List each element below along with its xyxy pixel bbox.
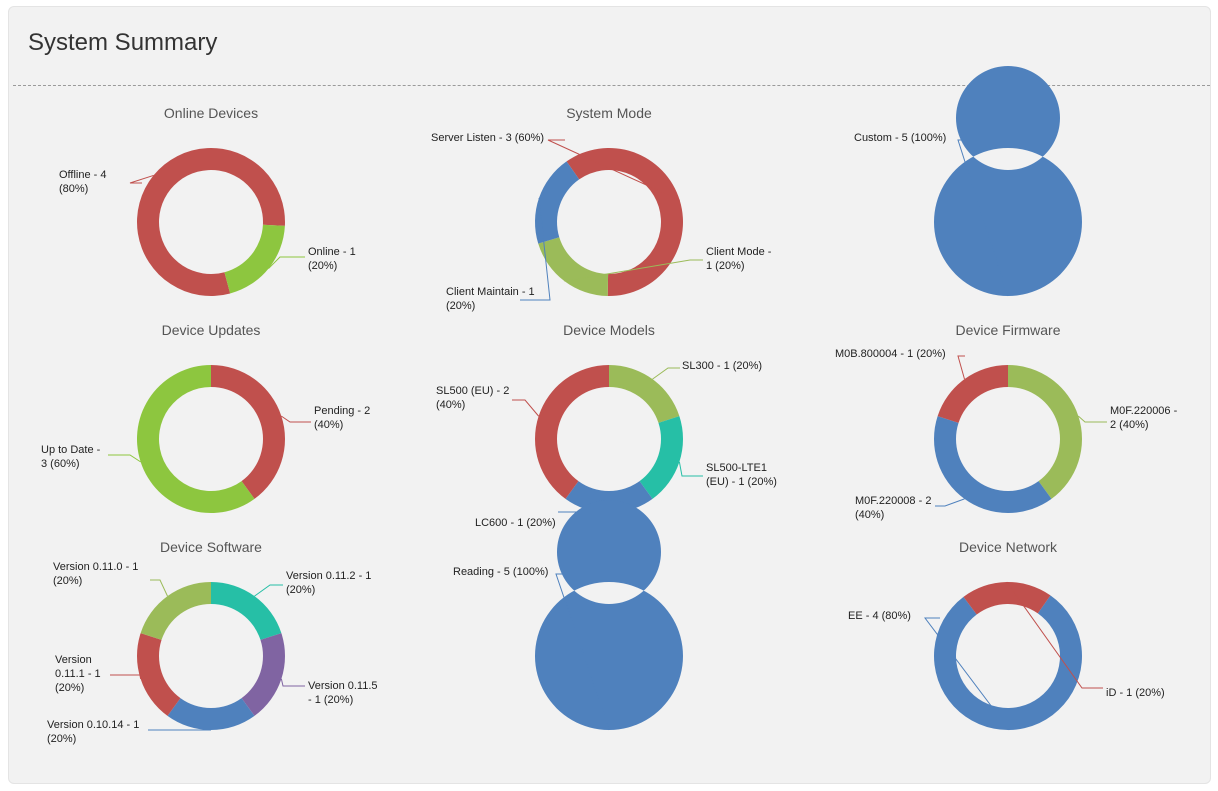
slice-label: iD - 1 (20%) [1106, 687, 1165, 699]
slice-label: M0F.220008 - 2 (40%) [855, 495, 931, 521]
donut-slice[interactable] [1008, 365, 1082, 499]
charts-grid: Online Devices Offline - 4 (80%) Online - 1… [0, 0, 1218, 791]
leader-line [108, 455, 141, 462]
slice-label: Server Listen - 3 (60%) [431, 132, 544, 144]
donut-slice[interactable] [938, 365, 1008, 423]
leader-line [1078, 416, 1107, 422]
slice-label: Custom - 5 (100%) [854, 132, 946, 144]
donut-slice[interactable] [934, 595, 1082, 730]
leader-line [958, 356, 965, 379]
slice-label: SL300 - 1 (20%) [682, 360, 762, 372]
donut-slice[interactable] [168, 698, 255, 730]
chart-title: System Mode [566, 105, 652, 121]
donut-slice[interactable] [535, 365, 609, 499]
slice-label: Version 0.10.14 - 1 (20%) [47, 719, 139, 745]
donut-chart: Device Software Version 0.11.2 - 1 (20%) Ve… [47, 539, 378, 745]
slice-label: Offline - 4 (80%) [59, 169, 107, 195]
slice-label: Version 0.11.5- 1 (20%) [308, 680, 378, 706]
leader-line [110, 675, 141, 679]
donut-slice[interactable] [224, 225, 284, 294]
donut-slice[interactable] [535, 500, 683, 730]
chart-title: Device Models [563, 322, 655, 338]
chart-title: Device Updates [162, 322, 261, 338]
slice-label: Reading - 5 (100%) [453, 566, 548, 578]
donut-slice[interactable] [963, 582, 1050, 614]
donut-slice[interactable] [934, 416, 1051, 513]
donut-slice[interactable] [141, 582, 211, 640]
donut-chart: System Mode Server Listen - 3 (60%) Client… [431, 105, 772, 312]
donut-chart: Device Updates Pending - 2 (40%) Up to Date… [41, 322, 370, 513]
donut-slice[interactable] [137, 633, 180, 716]
leader-line [281, 679, 305, 686]
chart-title: Device Firmware [955, 322, 1060, 338]
leader-line [935, 499, 965, 506]
donut-chart: Device LocationReading - 5 (100%) [453, 500, 683, 730]
chart-title: Online Devices [164, 105, 258, 121]
slice-label: Online - 1 (20%) [308, 246, 356, 272]
slice-label: Up to Date -3 (60%) [41, 444, 101, 470]
donut-chart: Device Network EE - 4 (80%) iD - 1 (20%) [848, 539, 1165, 730]
donut-slice[interactable] [242, 633, 285, 716]
donut-chart: Active ProfilesCustom - 5 (100%) [854, 66, 1082, 296]
leader-line [512, 400, 539, 416]
chart-title: Device Software [160, 539, 262, 555]
slice-label: Version 0.11.0 - 1 (20%) [53, 561, 138, 587]
leader-line [150, 580, 168, 596]
slice-label: SL500 (EU) - 2 (40%) [436, 385, 509, 411]
leader-line [281, 416, 311, 422]
donut-slice[interactable] [211, 582, 281, 640]
slice-label: Client Maintain - 1 (20%) [446, 286, 535, 312]
donut-chart: Device Firmware M0F.220006 -2 (40%) M0F.22… [835, 322, 1178, 521]
donut-slice[interactable] [609, 365, 679, 423]
slice-label: Pending - 2 (40%) [314, 405, 370, 431]
slice-label: Version 0.11.1 - 1 (20%) [55, 654, 101, 694]
donut-slice[interactable] [535, 161, 579, 243]
donut-slice[interactable] [640, 416, 683, 499]
leader-line [254, 585, 283, 596]
donut-slice[interactable] [934, 66, 1082, 296]
donut-chart: Device Models SL300 - 1 (20%) SL500-LTE1 (E… [436, 322, 777, 529]
slice-label: SL500-LTE1 (EU) - 1 (20%) [706, 462, 777, 488]
slice-label: M0F.220006 -2 (40%) [1110, 405, 1178, 431]
chart-title: Device Network [959, 539, 1058, 555]
slice-label: EE - 4 (80%) [848, 610, 911, 622]
slice-label: Client Mode -1 (20%) [706, 246, 772, 272]
slice-label: Version 0.11.2 - 1 (20%) [286, 570, 371, 596]
slice-label: LC600 - 1 (20%) [475, 517, 556, 529]
leader-line [652, 368, 680, 379]
slice-label: M0B.800004 - 1 (20%) [835, 348, 946, 360]
donut-chart: Online Devices Offline - 4 (80%) Online - 1… [59, 105, 356, 296]
leader-line [679, 462, 703, 476]
donut-slice[interactable] [211, 365, 285, 499]
